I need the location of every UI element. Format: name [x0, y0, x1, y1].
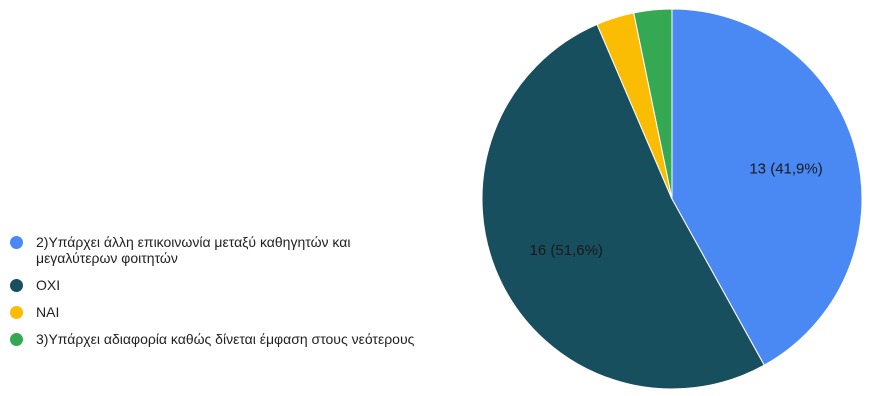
legend-item[interactable]: ΝΑΙ — [10, 304, 430, 320]
legend-item[interactable]: 2)Υπάρχει άλλη επικοινωνία μεταξύ καθηγη… — [10, 234, 430, 266]
pie-slice[interactable] — [481, 23, 765, 390]
legend-item[interactable]: ΟΧΙ — [10, 277, 430, 293]
chart-legend: 2)Υπάρχει άλλη επικοινωνία μεταξύ καθηγη… — [10, 234, 430, 358]
pie-slice[interactable] — [671, 8, 863, 366]
legend-label: 3)Υπάρχει αδιαφορία καθώς δίνεται έμφαση… — [36, 331, 415, 347]
legend-label: ΝΑΙ — [36, 304, 60, 320]
pie-slice[interactable] — [633, 8, 673, 200]
legend-item[interactable]: 3)Υπάρχει αδιαφορία καθώς δίνεται έμφαση… — [10, 331, 430, 347]
legend-swatch — [10, 306, 23, 319]
legend-swatch — [10, 279, 23, 292]
legend-swatch — [10, 236, 23, 249]
slice-value-label: 16 (51,6%) — [530, 242, 603, 259]
legend-label: 2)Υπάρχει άλλη επικοινωνία μεταξύ καθηγη… — [36, 234, 351, 266]
slice-value-label: 13 (41,9%) — [749, 160, 822, 177]
legend-label: ΟΧΙ — [36, 277, 61, 293]
legend-swatch — [10, 333, 23, 346]
